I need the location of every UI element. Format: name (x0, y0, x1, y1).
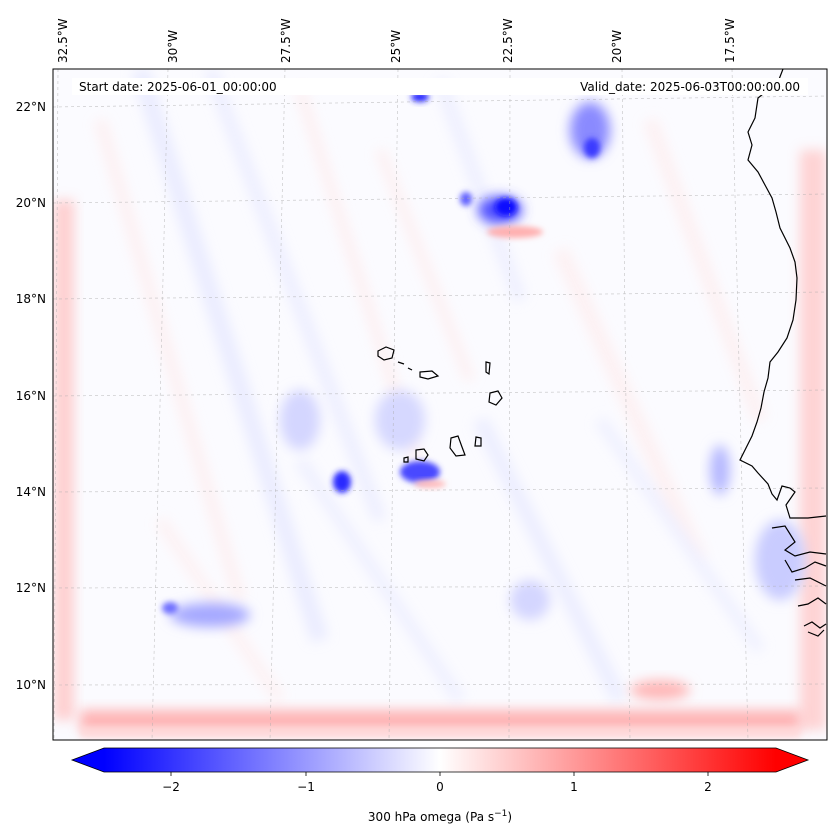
colorbar-tick-neg2: −2 (162, 780, 180, 794)
longitude-labels: 32.5°W 30°W 27.5°W 25°W 22.5°W 20°W 17.5… (56, 18, 737, 63)
colorbar-outline (70, 747, 810, 773)
colorbar-tick-0: 0 (436, 780, 444, 794)
east-edge-band (800, 150, 826, 730)
omega-strong-features (162, 92, 805, 700)
start-date-label: Start date: 2025-06-01_00:00:00 (79, 80, 277, 94)
colorbar-label-sup: −1 (494, 809, 507, 819)
lat-label-22n: 22°N (16, 100, 46, 114)
colorbar-label-main: 300 hPa omega (Pa s (368, 810, 494, 824)
colorbar-tick-neg1: −1 (297, 780, 315, 794)
lat-label-20n: 20°N (16, 196, 46, 210)
lon-label-27-5w: 27.5°W (279, 18, 293, 63)
lon-label-17-5w: 17.5°W (723, 18, 737, 63)
colorbar-label-end: ) (507, 810, 512, 824)
west-edge-band (54, 200, 74, 720)
colorbar-tick-1: 1 (570, 780, 578, 794)
colorbar-tick-2: 2 (704, 780, 712, 794)
colorbar-tick-marks (170, 772, 709, 776)
colorbar-gradient (104, 748, 776, 772)
lat-label-10n: 10°N (16, 678, 46, 692)
lon-label-32-5w: 32.5°W (56, 18, 70, 63)
lon-label-30w: 30°W (166, 30, 180, 63)
colorbar-extend-low (72, 748, 104, 772)
lat-label-18n: 18°N (16, 292, 46, 306)
valid-date-label: Valid_date: 2025-06-03T00:00:00.00 (580, 80, 800, 94)
colorbar-label: 300 hPa omega (Pa s−1) (368, 809, 512, 824)
lat-label-14n: 14°N (16, 485, 46, 499)
colorbar: −2 −1 0 1 2 300 hPa omega (Pa s−1) (70, 747, 810, 824)
map-frame (52, 68, 828, 741)
lon-label-20w: 20°W (610, 30, 624, 63)
map-panel (53, 69, 827, 740)
coastline (377, 69, 827, 637)
colorbar-extend-high (776, 748, 808, 772)
latitude-labels: 22°N 20°N 18°N 16°N 14°N 12°N 10°N (16, 100, 46, 692)
date-banner (72, 78, 808, 95)
lat-label-16n: 16°N (16, 389, 46, 403)
lon-label-25w: 25°W (389, 30, 403, 63)
lon-label-22-5w: 22.5°W (501, 18, 515, 63)
lat-label-12n: 12°N (16, 581, 46, 595)
graticule (53, 69, 827, 740)
